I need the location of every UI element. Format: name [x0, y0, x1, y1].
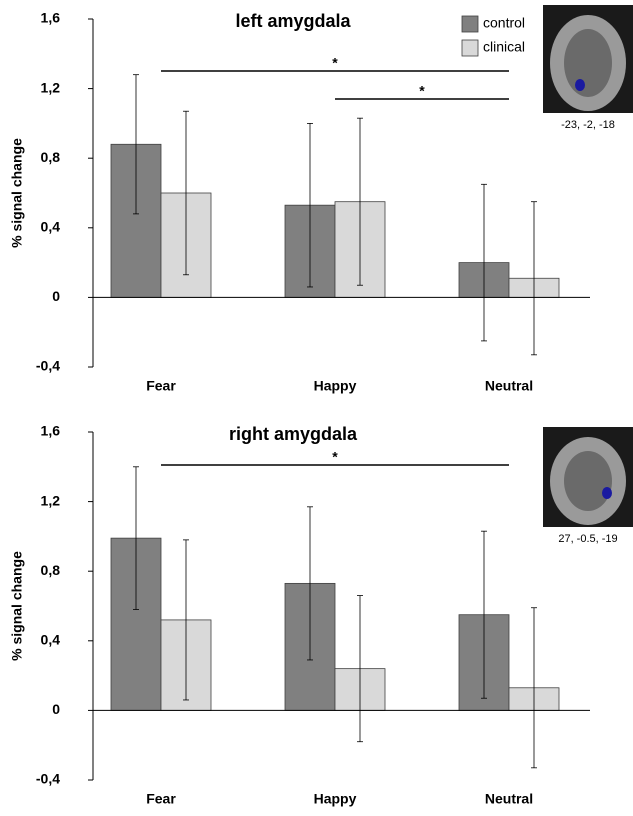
y-tick-label: 0,8 — [41, 562, 61, 578]
y-tick-label: 0,4 — [41, 219, 61, 235]
y-tick-label: 0 — [52, 288, 60, 304]
x-tick-label: Fear — [146, 378, 176, 394]
figure: left amygdala % signal change -0,4 0 0,4 0,8 1… — [0, 0, 633, 811]
y-tick-label: -0,4 — [36, 358, 60, 374]
inset-caption: -23, -2, -18 — [561, 119, 615, 131]
inset-caption: 27, -0.5, -19 — [558, 533, 617, 545]
x-tick-label: Happy — [314, 791, 357, 807]
significance-star: * — [419, 83, 425, 99]
y-tick-label: 1,6 — [41, 423, 61, 439]
inset-roi — [602, 487, 612, 499]
legend-label: control — [483, 15, 525, 31]
legend-swatch — [462, 16, 478, 32]
x-tick-label: Fear — [146, 791, 176, 807]
y-axis-label: % signal change — [9, 551, 25, 661]
y-tick-label: 1,6 — [41, 10, 61, 26]
chart-title: right amygdala — [229, 424, 358, 444]
y-tick-label: 0,4 — [41, 632, 61, 648]
inset-brain-inner — [564, 451, 612, 511]
y-tick-label: 0 — [52, 701, 60, 717]
x-tick-label: Neutral — [485, 378, 533, 394]
significance-star: * — [332, 449, 338, 465]
x-tick-label: Neutral — [485, 791, 533, 807]
legend-swatch — [462, 40, 478, 56]
y-axis-label: % signal change — [9, 138, 25, 248]
x-tick-label: Happy — [314, 378, 357, 394]
inset-roi — [575, 79, 585, 91]
y-tick-label: 1,2 — [41, 79, 61, 95]
inset-brain-inner — [564, 29, 612, 97]
y-tick-label: 0,8 — [41, 149, 61, 165]
y-tick-label: -0,4 — [36, 771, 60, 787]
y-tick-label: 1,2 — [41, 492, 61, 508]
chart-title: left amygdala — [235, 11, 351, 31]
legend-label: clinical — [483, 39, 525, 55]
significance-star: * — [332, 55, 338, 71]
